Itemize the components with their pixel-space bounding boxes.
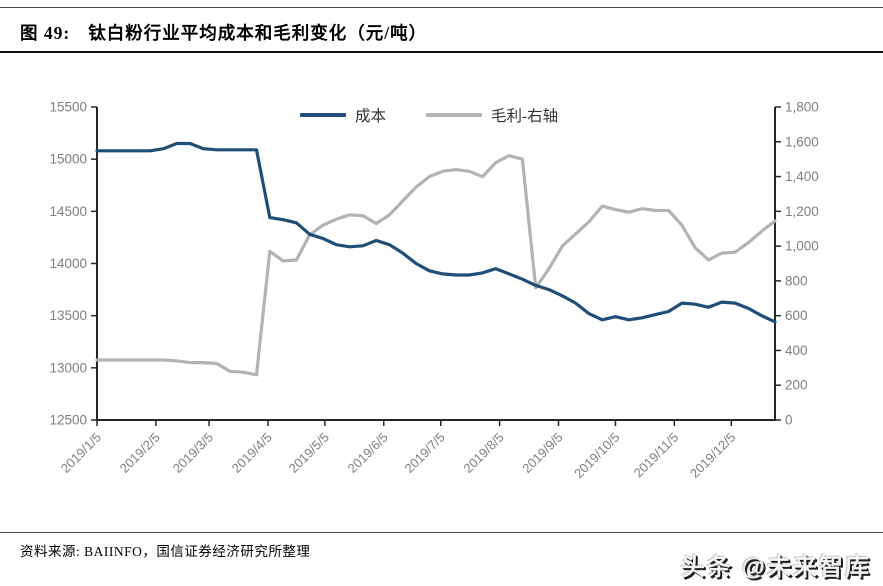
svg-text:200: 200 <box>785 378 808 393</box>
svg-text:14000: 14000 <box>49 256 87 271</box>
watermark-text: 头条 @未来智库 <box>680 554 871 581</box>
svg-text:2019/9/5: 2019/9/5 <box>519 430 565 476</box>
svg-text:1,000: 1,000 <box>785 239 819 254</box>
svg-text:600: 600 <box>785 308 808 323</box>
legend-label-margin: 毛利-右轴 <box>491 108 559 125</box>
svg-text:2019/12/5: 2019/12/5 <box>687 430 739 482</box>
chart-legend: 成本 毛利-右轴 <box>300 104 558 126</box>
svg-text:1,200: 1,200 <box>785 204 819 219</box>
legend-label-cost: 成本 <box>355 108 387 125</box>
svg-text:1,800: 1,800 <box>785 100 819 115</box>
cost-line <box>95 141 777 324</box>
legend-item-cost: 成本 <box>300 104 386 126</box>
svg-text:2019/11/5: 2019/11/5 <box>631 430 682 481</box>
svg-text:2019/7/5: 2019/7/5 <box>401 430 447 476</box>
line-chart: 15500 15000 14500 14000 13500 13000 12500 1,800… <box>49 100 819 482</box>
margin-line-icon <box>426 113 483 117</box>
svg-text:2019/10/5: 2019/10/5 <box>571 430 623 482</box>
svg-text:2019/5/5: 2019/5/5 <box>286 430 332 476</box>
right-axis: 1,800 1,600 1,400 1,200 1,000 800 600 400 200 0 <box>774 100 819 428</box>
svg-text:12500: 12500 <box>49 413 87 428</box>
svg-text:2019/4/5: 2019/4/5 <box>229 430 275 476</box>
x-axis: 2019/1/5 2019/2/5 2019/3/5 2019/4/5 2019/5/5… <box>58 419 776 482</box>
legend-item-margin: 毛利-右轴 <box>426 104 558 126</box>
svg-text:13500: 13500 <box>49 308 87 323</box>
top-divider <box>0 7 883 8</box>
svg-text:2019/1/5: 2019/1/5 <box>58 430 104 476</box>
footer-divider <box>0 532 883 533</box>
svg-text:13000: 13000 <box>49 360 87 375</box>
svg-text:1,400: 1,400 <box>785 169 819 184</box>
source-note: 资料来源: BAIINFO，国信证券经济研究所整理 <box>20 544 311 559</box>
svg-text:0: 0 <box>785 413 793 428</box>
svg-text:400: 400 <box>785 343 808 358</box>
svg-text:2019/6/5: 2019/6/5 <box>345 430 391 476</box>
figure-title-text: 钛白粉行业平均成本和毛利变化（元/吨） <box>88 23 428 43</box>
cost-line-icon <box>300 113 346 117</box>
left-axis: 15500 15000 14500 14000 13500 13000 12500 <box>49 100 98 428</box>
svg-text:1,600: 1,600 <box>785 134 819 149</box>
figure-title: 图 49: 钛白粉行业平均成本和毛利变化（元/吨） <box>20 20 860 45</box>
svg-text:14500: 14500 <box>49 204 87 219</box>
title-divider <box>0 51 883 53</box>
chart-area: 15500 15000 14500 14000 13500 13000 12500 1,800… <box>0 60 883 532</box>
svg-text:2019/2/5: 2019/2/5 <box>117 430 163 476</box>
svg-text:15500: 15500 <box>49 100 87 115</box>
figure-number-label: 图 49: <box>20 23 71 43</box>
svg-text:800: 800 <box>785 273 808 288</box>
svg-text:15000: 15000 <box>49 152 87 167</box>
margin-line <box>95 154 777 377</box>
svg-text:2019/3/5: 2019/3/5 <box>170 430 216 476</box>
svg-text:2019/8/5: 2019/8/5 <box>460 430 506 476</box>
